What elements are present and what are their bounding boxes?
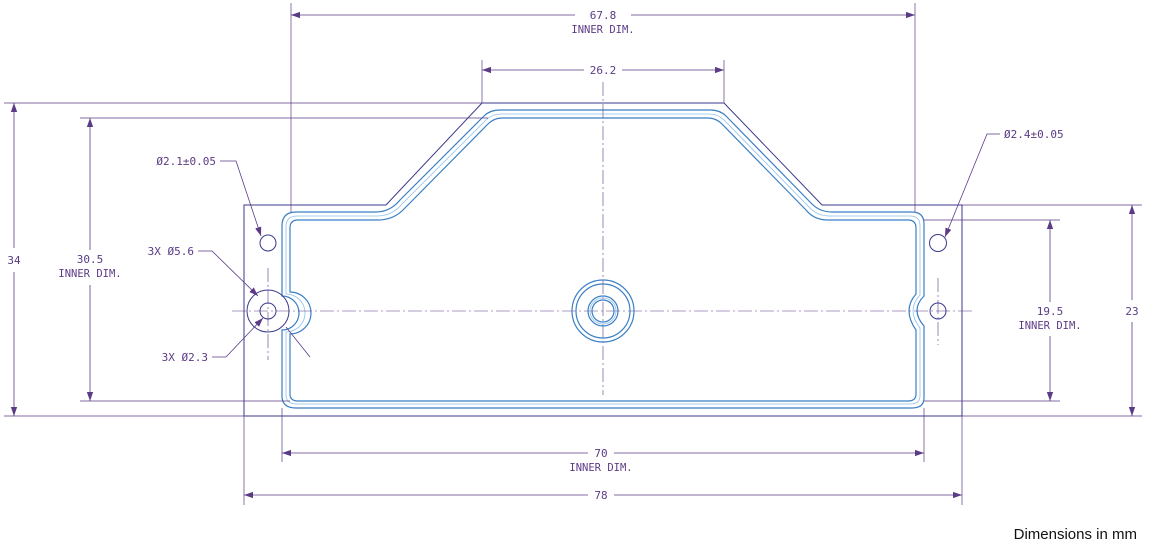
- dim-total-width-value: 78: [594, 489, 607, 502]
- dimension-lines: [10, 11, 1136, 499]
- dim-counterbore-value: 3X Ø5.6: [148, 245, 194, 258]
- dim-inner-width-bottom-note: INNER DIM.: [569, 462, 632, 474]
- hole-right-through: [929, 302, 947, 320]
- dim-right-height-value: 23: [1125, 305, 1138, 318]
- units-note: Dimensions in mm: [1013, 526, 1137, 543]
- center-boss: [571, 279, 635, 343]
- leader-hole-right: [944, 133, 1000, 238]
- dim-inner-right-height-value: 19.5: [1037, 305, 1064, 318]
- dim-inner-height-value: 30.5: [77, 253, 104, 266]
- part-outline: [243, 102, 963, 417]
- dim-inner-width-bottom-value: 70: [594, 447, 607, 460]
- leader-hole-left: [220, 160, 262, 237]
- hole-left-counterbore: [246, 289, 290, 333]
- dim-inner-height-note: INNER DIM.: [58, 268, 121, 280]
- dim-height-total-value: 34: [7, 254, 21, 267]
- leaders: [198, 133, 1000, 358]
- centerlines: [232, 82, 975, 395]
- dim-hole-right-value: Ø2.4±0.05: [1004, 128, 1064, 141]
- hole-right-top: [929, 234, 947, 252]
- leader-counterbore: [198, 250, 259, 297]
- extension-lines: [4, 3, 1142, 505]
- holes: [246, 234, 947, 333]
- dim-top-flat-value: 26.2: [590, 64, 617, 77]
- leader-through-hole: [212, 317, 264, 358]
- dim-hole-left-value: Ø2.1±0.05: [156, 155, 216, 168]
- dim-inner-width-top-value: 67.8: [590, 9, 617, 22]
- hole-left-top: [259, 234, 277, 252]
- dim-through-hole-value: 3X Ø2.3: [162, 351, 208, 364]
- dim-inner-width-top-note: INNER DIM.: [571, 24, 634, 36]
- gasket-groove: [281, 109, 925, 409]
- dim-inner-right-height-note: INNER DIM.: [1018, 320, 1081, 332]
- hole-left-through: [259, 302, 277, 320]
